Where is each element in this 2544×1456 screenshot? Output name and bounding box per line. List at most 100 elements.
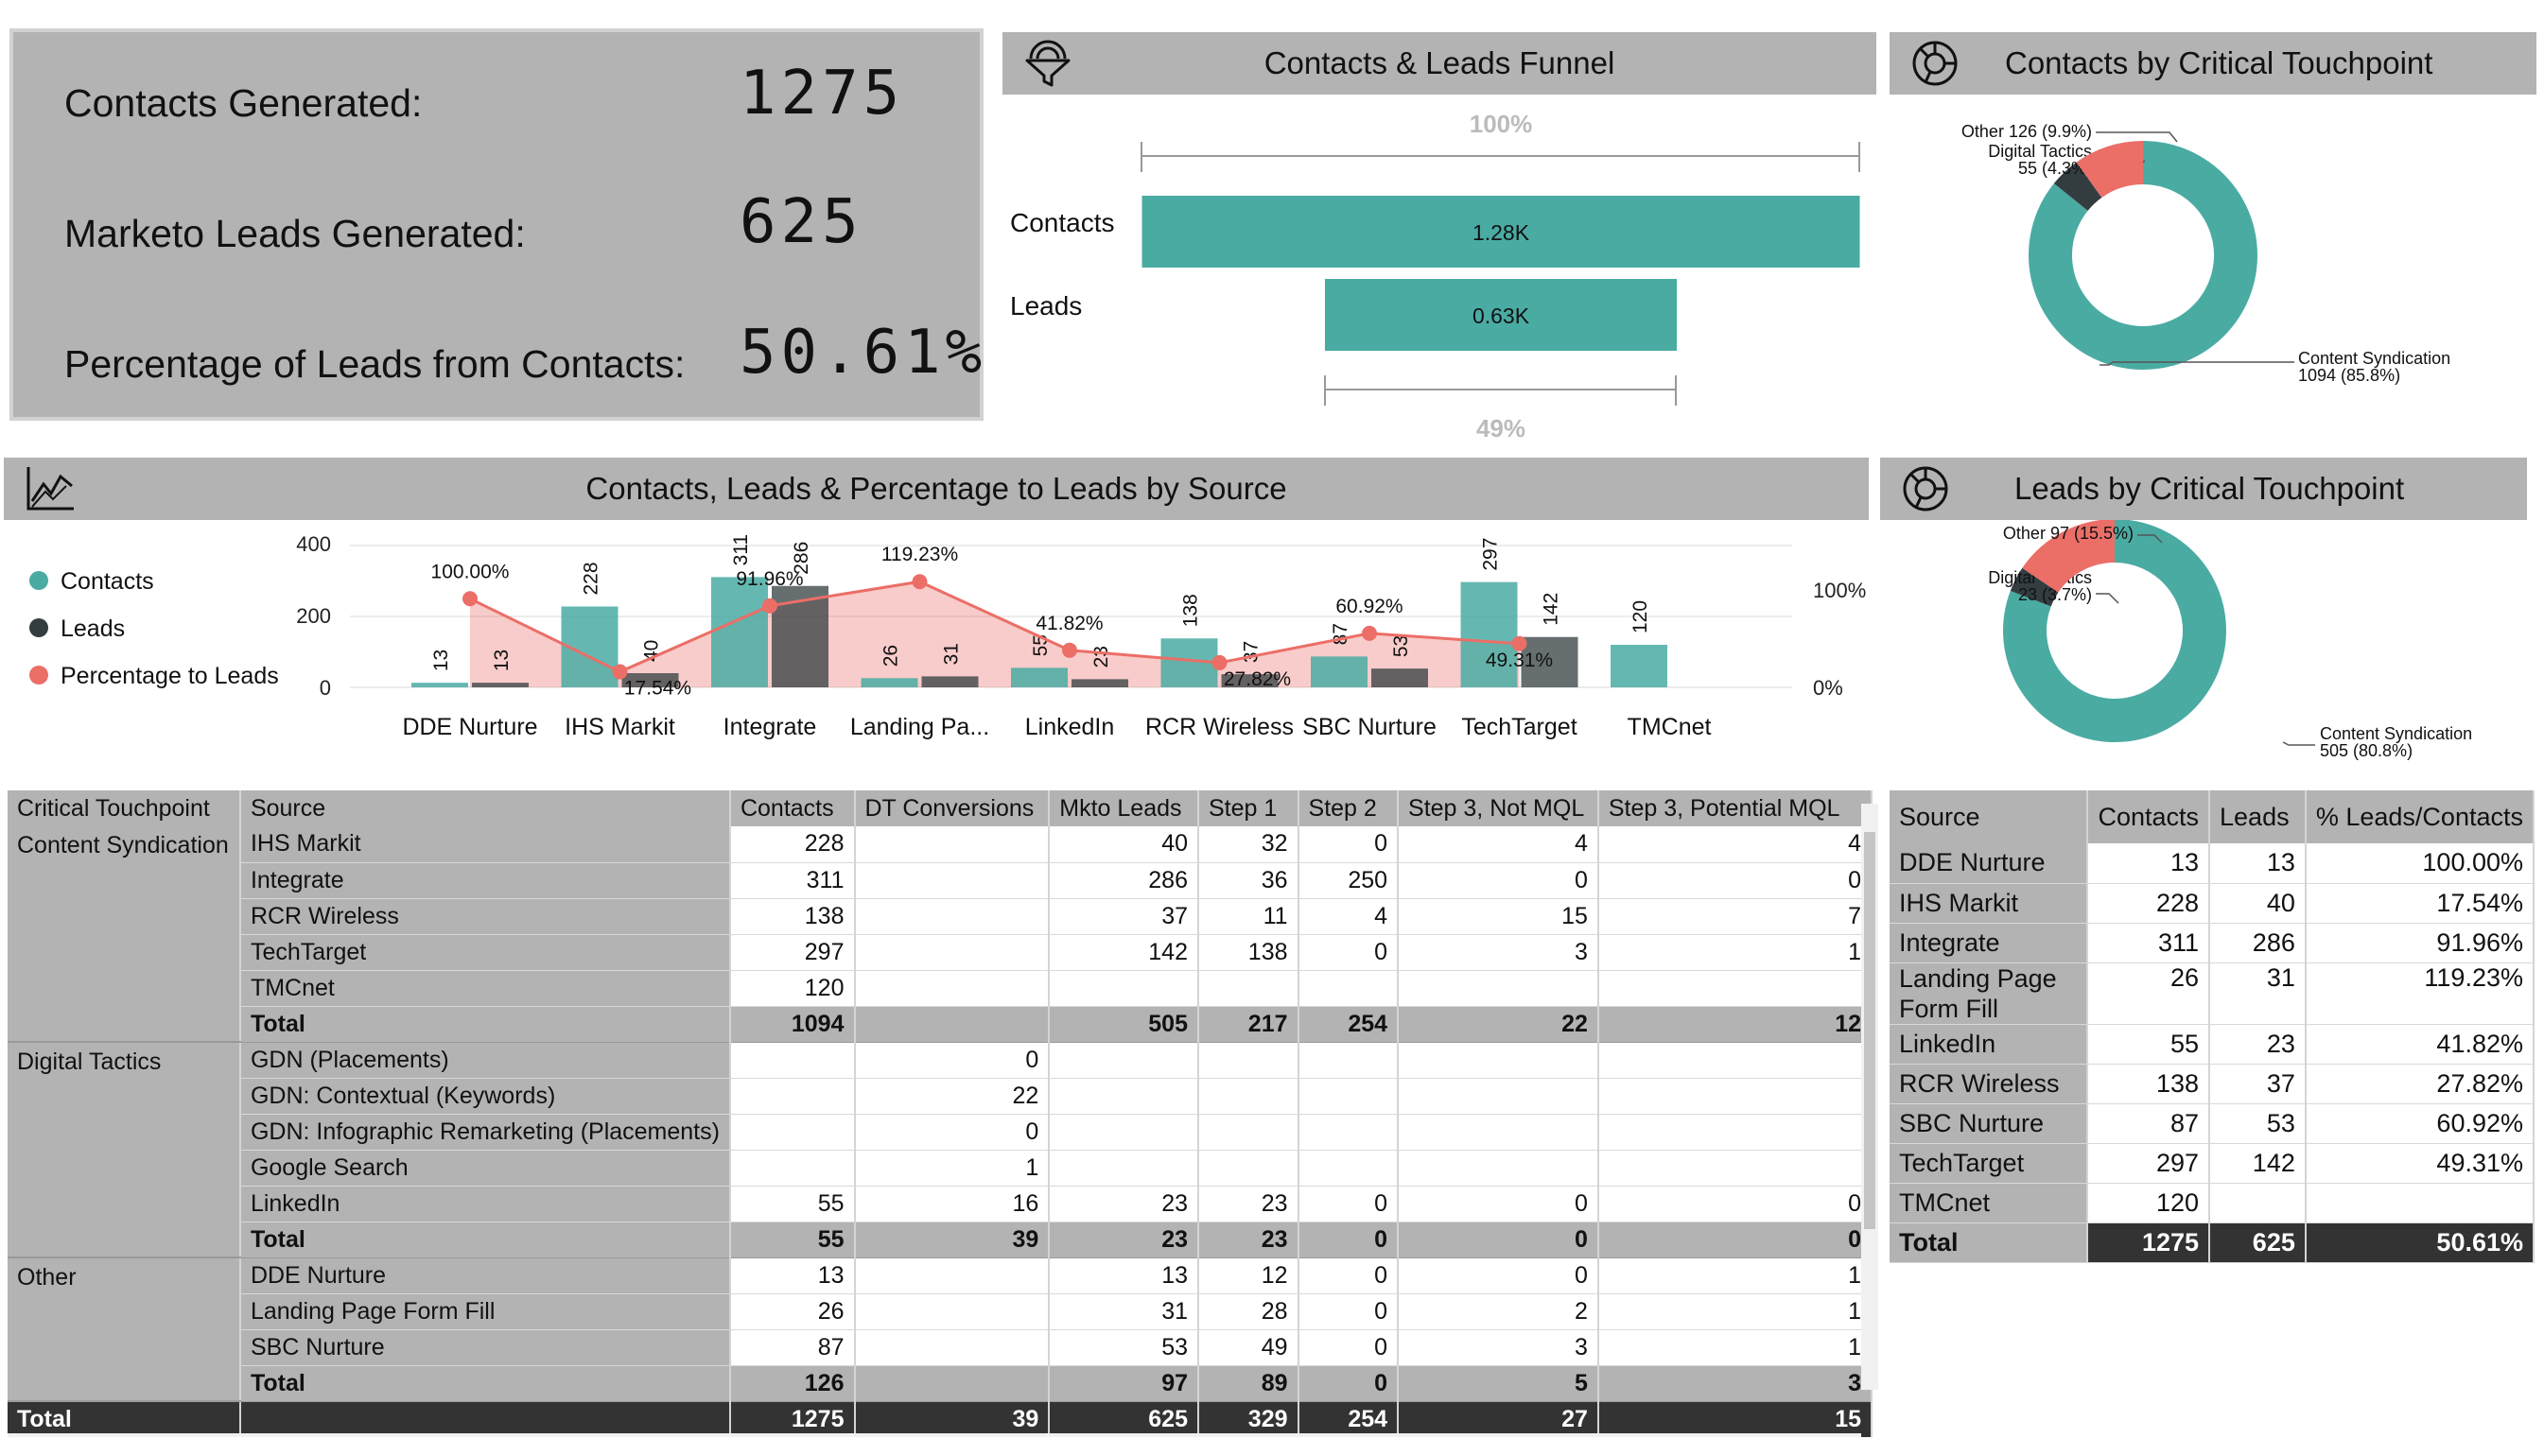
vertical-scrollbar[interactable] (1861, 804, 1878, 1390)
table-row: Total 1094 505 217 254 22 12 (8, 1006, 1873, 1043)
table-cell: 138 (2087, 1064, 2211, 1104)
table-cell: GDN (Placements) (239, 1042, 731, 1079)
table-cell: 15 (1398, 898, 1599, 935)
table-cell (854, 934, 1051, 971)
table-cell: Landing Page Form Fill (239, 1293, 731, 1330)
donut2-header: Leads by Critical Touchpoint (1880, 458, 2527, 520)
table-cell: Integrate (1890, 923, 2089, 963)
table-cell: 23 (1049, 1222, 1199, 1258)
contacts-bar[interactable] (1460, 581, 1518, 687)
percentage-point[interactable] (1211, 654, 1228, 670)
contacts-bar[interactable] (1011, 667, 1068, 687)
table-cell: 297 (729, 934, 856, 971)
percentage-point[interactable] (1362, 625, 1377, 641)
donut-slice[interactable] (2053, 162, 2102, 211)
legend-label[interactable]: Leads (61, 615, 125, 642)
donut-chart-icon (1903, 466, 1948, 511)
leads-bar[interactable] (1521, 636, 1578, 687)
table-cell: TMCnet (1890, 1183, 2089, 1223)
table-cell: 17.54% (2305, 883, 2535, 924)
column-header[interactable]: Source (1890, 790, 2089, 843)
table-cell: 13 (729, 1257, 856, 1294)
table-cell: IHS Markit (239, 826, 731, 863)
table-cell (1398, 1078, 1599, 1115)
table-cell (1198, 1078, 1299, 1115)
donut-slice[interactable] (2010, 567, 2059, 607)
percentage-point[interactable] (462, 591, 478, 607)
column-header[interactable]: % Leads/Contacts (2305, 790, 2535, 843)
column-header[interactable]: Mkto Leads (1049, 790, 1199, 826)
contacts-bar-label: 297 (1480, 538, 1502, 571)
column-header[interactable]: Contacts (729, 790, 856, 826)
contacts-bar[interactable] (1311, 656, 1368, 687)
column-header[interactable]: Critical Touchpoint (8, 790, 241, 826)
table-cell: 0 (854, 1042, 1051, 1079)
donut-slice[interactable] (2076, 141, 2143, 198)
contacts-bar-label: 138 (1180, 594, 1202, 627)
table-cell: 23 (1049, 1186, 1199, 1222)
table-cell: 55 (729, 1222, 856, 1258)
leads-bar[interactable] (1371, 668, 1428, 687)
table-row: RCR Wireless 138 37 11 4 15 7 (8, 898, 1873, 935)
donut-leader-line (2096, 593, 2119, 604)
column-header[interactable]: Step 1 (1198, 790, 1299, 826)
donut-slice-value: 55 (4.3%) (2018, 159, 2092, 178)
column-header[interactable]: Leads (2209, 790, 2307, 843)
y2-axis-tick-label: 0% (1813, 676, 1843, 700)
column-header[interactable]: Source (239, 790, 731, 826)
leads-bar[interactable] (921, 676, 979, 687)
contacts-bar[interactable] (711, 577, 768, 687)
table-cell: 22 (1398, 1006, 1599, 1043)
leads-bar-label: 142 (1541, 593, 1562, 626)
leads-bar[interactable] (1072, 679, 1128, 687)
table-cell: 1 (1597, 1257, 1873, 1294)
percentage-data-label: 49.31% (1486, 650, 1553, 671)
column-header[interactable]: Step 3, Not MQL (1398, 790, 1599, 826)
combo-title: Contacts, Leads & Percentage to Leads by… (585, 471, 1287, 506)
leads-bar[interactable] (1221, 674, 1279, 687)
percentage-point[interactable] (912, 574, 928, 590)
table-row: Digital Tactics GDN (Placements) 0 (8, 1042, 1873, 1258)
column-header[interactable]: DT Conversions (854, 790, 1051, 826)
table-cell: 254 (1298, 1006, 1400, 1043)
funnel-bar[interactable] (1324, 279, 1678, 351)
donut-slice[interactable] (2029, 141, 2257, 370)
contacts-bar[interactable] (861, 678, 918, 687)
table-cell: 26 (729, 1293, 856, 1330)
percentage-point[interactable] (1511, 635, 1527, 651)
funnel-category-label: Contacts (1010, 208, 1115, 237)
percentage-point[interactable] (762, 598, 777, 614)
percentage-point[interactable] (612, 664, 628, 680)
table-cell: 91.96% (2305, 923, 2535, 963)
table-row: Content Syndication IHS Markit 228 40 32 0 4 4 (8, 826, 1873, 1043)
x-axis-category-label: Integrate (723, 714, 817, 740)
funnel-bar[interactable] (1141, 196, 1860, 268)
donut-slice[interactable] (2022, 520, 2115, 593)
table-cell: 53 (2209, 1103, 2307, 1144)
percentage-point[interactable] (1062, 642, 1077, 658)
column-header[interactable]: Step 2 (1298, 790, 1400, 826)
column-header[interactable]: Contacts (2087, 790, 2211, 843)
source-summary-table: Source Contacts Leads% Leads/Contacts DDE N… (1890, 790, 2535, 1263)
leads-bar[interactable] (621, 673, 679, 687)
legend-label[interactable]: Contacts (61, 568, 154, 595)
contacts-bar[interactable] (1611, 645, 1667, 687)
table-cell (1298, 1078, 1400, 1115)
legend-label[interactable]: Percentage to Leads (61, 663, 279, 689)
donut-slice[interactable] (2003, 520, 2226, 742)
percentage-data-label: 119.23% (881, 544, 958, 565)
table-cell: 3 (1398, 1329, 1599, 1366)
table-cell: 1094 (729, 1006, 856, 1043)
leads-bar[interactable] (472, 683, 529, 687)
column-header[interactable]: Step 3, Potential MQL (1597, 790, 1873, 826)
table-cell: 120 (729, 970, 856, 1007)
horizontal-scrollbar[interactable] (8, 1433, 1861, 1437)
table-cell (1198, 1114, 1299, 1151)
table-cell (1597, 1114, 1873, 1151)
table-row: RCR Wireless 138 37 27.82% (1890, 1064, 2535, 1104)
table-cell: 1275 (2087, 1222, 2211, 1263)
percentage-line (469, 580, 1520, 674)
table-cell: 55 (729, 1186, 856, 1222)
contacts-bar[interactable] (411, 683, 468, 687)
leads-generated-value: 625 (740, 187, 863, 257)
